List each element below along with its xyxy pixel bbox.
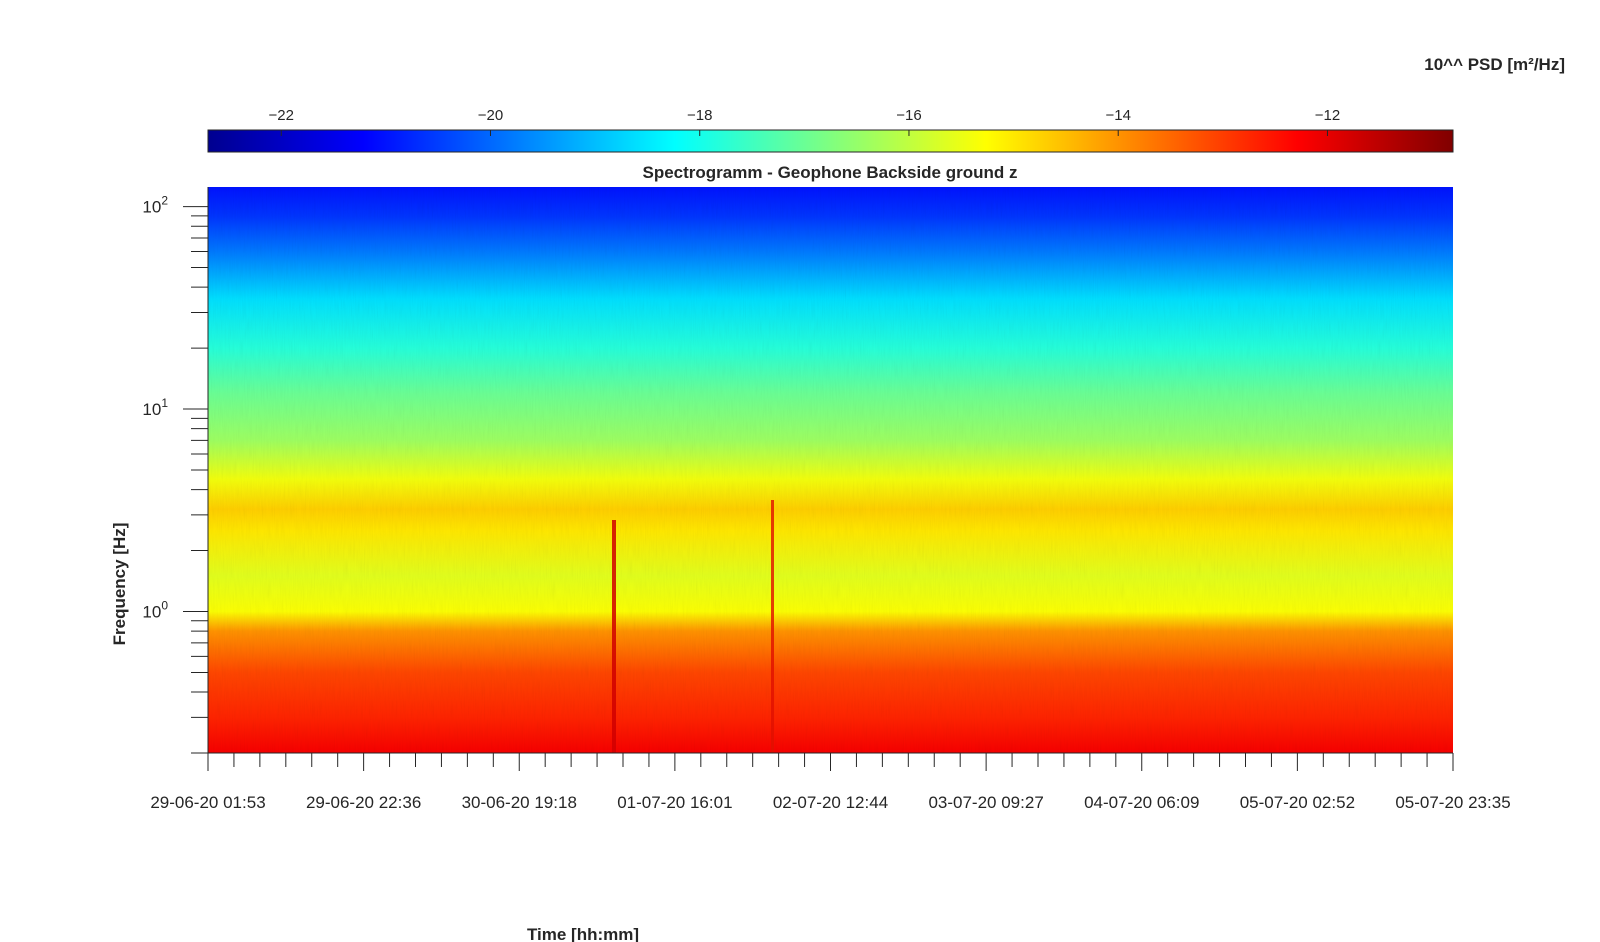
colorbar-tick-label: −14 [1105, 107, 1130, 124]
x-tick-label: 05-07-20 02:52 [1240, 793, 1355, 812]
colorbar-gradient [207, 129, 1454, 153]
y-tick-label: 102 [142, 194, 168, 217]
x-tick-label: 29-06-20 22:36 [306, 793, 421, 812]
colorbar: −22 −20 −18 −16 −14 −12 10^^ PSD [m²/Hz] [207, 55, 1565, 153]
event-streak [612, 520, 616, 753]
colorbar-label: 10^^ PSD [m²/Hz] [1424, 55, 1565, 74]
event-streak [771, 500, 774, 753]
x-axis-ticks: 29-06-20 01:53 29-06-20 22:36 30-06-20 19:… [150, 753, 1511, 812]
colorbar-tick-label: −12 [1315, 107, 1340, 124]
spectrogram-texture [208, 187, 1453, 753]
colorbar-ticks: −22 −20 −18 −16 −14 −12 [269, 107, 1340, 136]
x-tick-label: 03-07-20 09:27 [928, 793, 1043, 812]
x-tick-label: 01-07-20 16:01 [617, 793, 732, 812]
y-tick-label: 101 [142, 396, 168, 419]
y-axis-label: Frequency [Hz] [110, 523, 129, 646]
colorbar-tick-label: −22 [269, 107, 294, 124]
x-tick-label: 29-06-20 01:53 [150, 793, 265, 812]
y-tick-label: 100 [142, 599, 168, 622]
y-axis-ticks: 100 101 102 [142, 194, 208, 754]
colorbar-tick-label: −16 [896, 107, 921, 124]
colorbar-tick-label: −20 [478, 107, 503, 124]
colorbar-tick-label: −18 [687, 107, 712, 124]
x-tick-label: 04-07-20 06:09 [1084, 793, 1199, 812]
plot-area [207, 187, 1453, 754]
x-tick-label: 30-06-20 19:18 [462, 793, 577, 812]
x-axis-label: Time [hh:mm] [527, 925, 639, 942]
x-tick-label: 05-07-20 23:35 [1395, 793, 1510, 812]
chart-title: Spectrogramm - Geophone Backside ground … [642, 163, 1017, 182]
x-tick-label: 02-07-20 12:44 [773, 793, 888, 812]
event-streaks [612, 500, 774, 753]
